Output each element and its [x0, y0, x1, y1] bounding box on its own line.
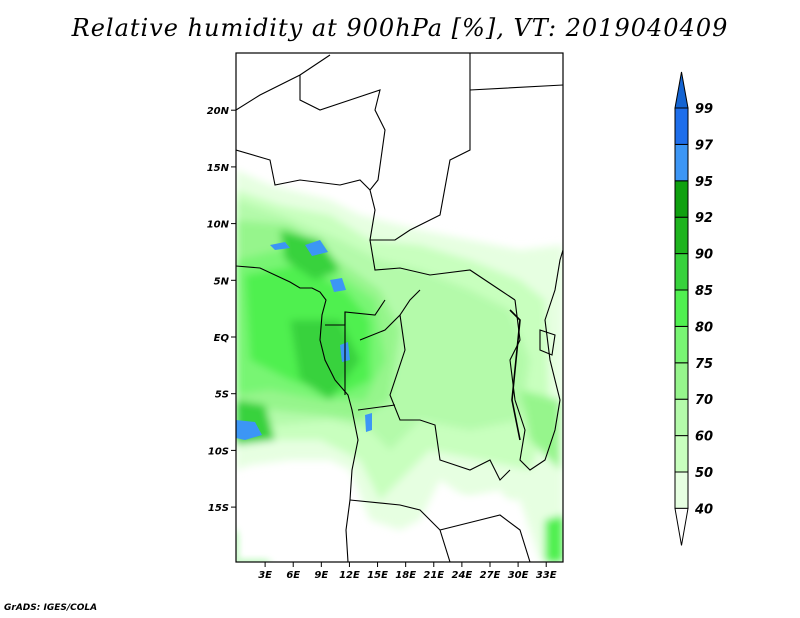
colorbar-swatch — [674, 107, 689, 145]
axis-ticks: 3E 6E 9E 12E 15E 18E 21E 24E 27E 30E 33E 20N 15N 10N 5… — [207, 106, 557, 581]
colorbar-swatch — [674, 435, 689, 473]
colorbar-swatch — [674, 362, 689, 400]
lat-tick-label: 10N — [207, 220, 230, 231]
colorbar-swatch — [674, 398, 689, 437]
colorbar-label: 40 — [694, 502, 713, 517]
lon-tick-label: 21E — [423, 570, 444, 581]
lat-tick-label: 10S — [208, 446, 229, 457]
colorbar-under-arrow — [674, 507, 689, 546]
colorbar-swatch — [674, 289, 689, 327]
colorbar-swatch — [674, 325, 689, 364]
lon-tick-label: 18E — [395, 570, 416, 581]
colorbar-label: 60 — [695, 430, 713, 445]
colorbar-swatch — [674, 143, 689, 182]
lat-tick-label: 20N — [207, 106, 230, 117]
colorbar-label: 99 — [695, 102, 713, 117]
colorbar-swatch — [674, 216, 689, 255]
lon-tick-label: 9E — [314, 570, 328, 581]
colorbar-label: 75 — [695, 357, 713, 372]
colorbar: 40 50 60 70 75 80 85 90 92 95 97 99 — [674, 71, 714, 546]
lat-tick-label: 15N — [207, 163, 230, 174]
lon-tick-label: 15E — [367, 570, 388, 581]
lon-tick-label: 6E — [286, 570, 300, 581]
footer-credit: GrADS: IGES/COLA — [4, 603, 98, 613]
lat-tick-label: EQ — [214, 333, 230, 344]
colorbar-label: 97 — [695, 138, 714, 153]
colorbar-swatch — [674, 253, 689, 291]
colorbar-over-arrow — [674, 71, 689, 109]
lat-tick-label: 5N — [214, 276, 230, 287]
humidity-field — [236, 53, 563, 562]
lon-tick-label: 3E — [258, 570, 272, 581]
colorbar-swatch — [674, 180, 689, 218]
colorbar-label: 90 — [695, 248, 713, 263]
colorbar-label: 70 — [695, 393, 713, 408]
lon-tick-label: 27E — [480, 570, 501, 581]
lon-tick-label: 24E — [452, 570, 473, 581]
lon-tick-label: 33E — [536, 570, 557, 581]
lat-tick-label: 5S — [215, 390, 229, 401]
colorbar-label: 85 — [695, 284, 713, 299]
colorbar-label: 80 — [695, 320, 713, 335]
colorbar-label: 95 — [695, 175, 713, 190]
lon-tick-label: 30E — [508, 570, 529, 581]
map-frame — [235, 52, 564, 563]
plot-title: Relative humidity at 900hPa [%], VT: 201… — [71, 14, 729, 42]
lon-tick-label: 12E — [339, 570, 360, 581]
lat-tick-label: 15S — [208, 503, 229, 514]
colorbar-label: 50 — [695, 466, 713, 481]
colorbar-label: 92 — [695, 211, 713, 226]
colorbar-swatch — [674, 471, 689, 509]
